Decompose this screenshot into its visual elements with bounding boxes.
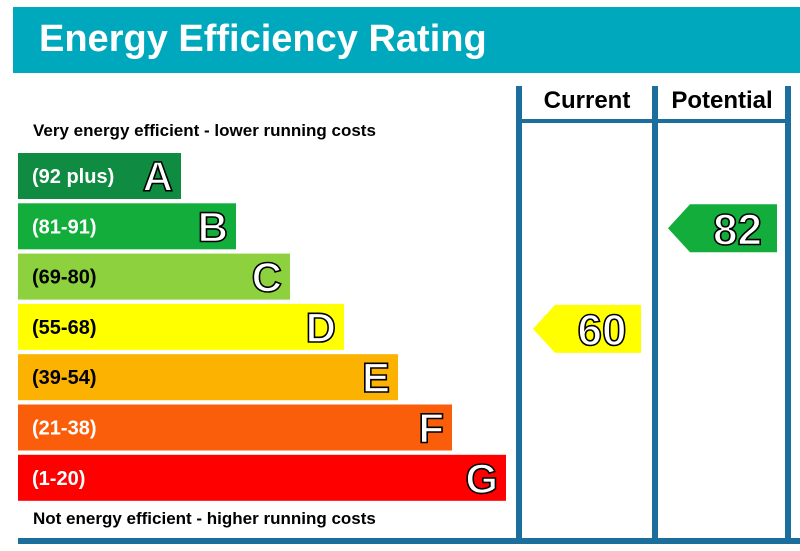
band-f — [18, 404, 452, 451]
potential-rating-value: 82 — [713, 205, 762, 254]
frame-bottom-line — [18, 538, 800, 544]
band-g — [18, 454, 506, 501]
top-caption: Very energy efficient - lower running co… — [33, 121, 376, 140]
band-a — [18, 153, 181, 199]
potential-column-header: Potential — [671, 87, 773, 114]
frame-divider-right — [785, 86, 791, 540]
rating-arrows: 60 82 — [533, 204, 777, 356]
current-column-header: Current — [543, 87, 631, 114]
band-letter: E — [362, 354, 390, 401]
band-range-label: (21-38) — [32, 418, 96, 440]
band-letter: F — [418, 405, 444, 452]
title-bar: Energy Efficiency Rating — [13, 7, 800, 73]
band-range-label: (92 plus) — [32, 166, 114, 188]
band-letter: D — [306, 304, 336, 351]
band-b — [18, 203, 236, 250]
band-range-label: (39-54) — [32, 367, 96, 389]
frame-divider-left — [516, 86, 522, 540]
bottom-caption: Not energy efficient - higher running co… — [33, 509, 376, 528]
frame-divider-middle — [652, 86, 658, 540]
page-title: Energy Efficiency Rating — [39, 18, 487, 60]
band-letter: G — [465, 455, 498, 502]
band-e — [18, 354, 398, 401]
rating-bands: (92 plus) A (81-91) B (69-80) C (55-68) D (39-54… — [18, 152, 506, 503]
band-d — [18, 303, 344, 350]
current-rating-arrow — [533, 304, 641, 353]
band-c — [18, 253, 290, 300]
chart-frame — [18, 86, 800, 544]
band-letter: C — [252, 254, 282, 301]
band-range-label: (1-20) — [32, 468, 85, 490]
frame-header-line — [516, 119, 791, 123]
band-letter: B — [198, 203, 228, 250]
current-rating-value: 60 — [578, 306, 627, 355]
band-range-label: (55-68) — [32, 317, 96, 339]
band-range-label: (81-91) — [32, 216, 96, 238]
band-letter: A — [143, 153, 173, 200]
band-range-label: (69-80) — [32, 267, 96, 289]
potential-rating-arrow — [668, 204, 777, 253]
